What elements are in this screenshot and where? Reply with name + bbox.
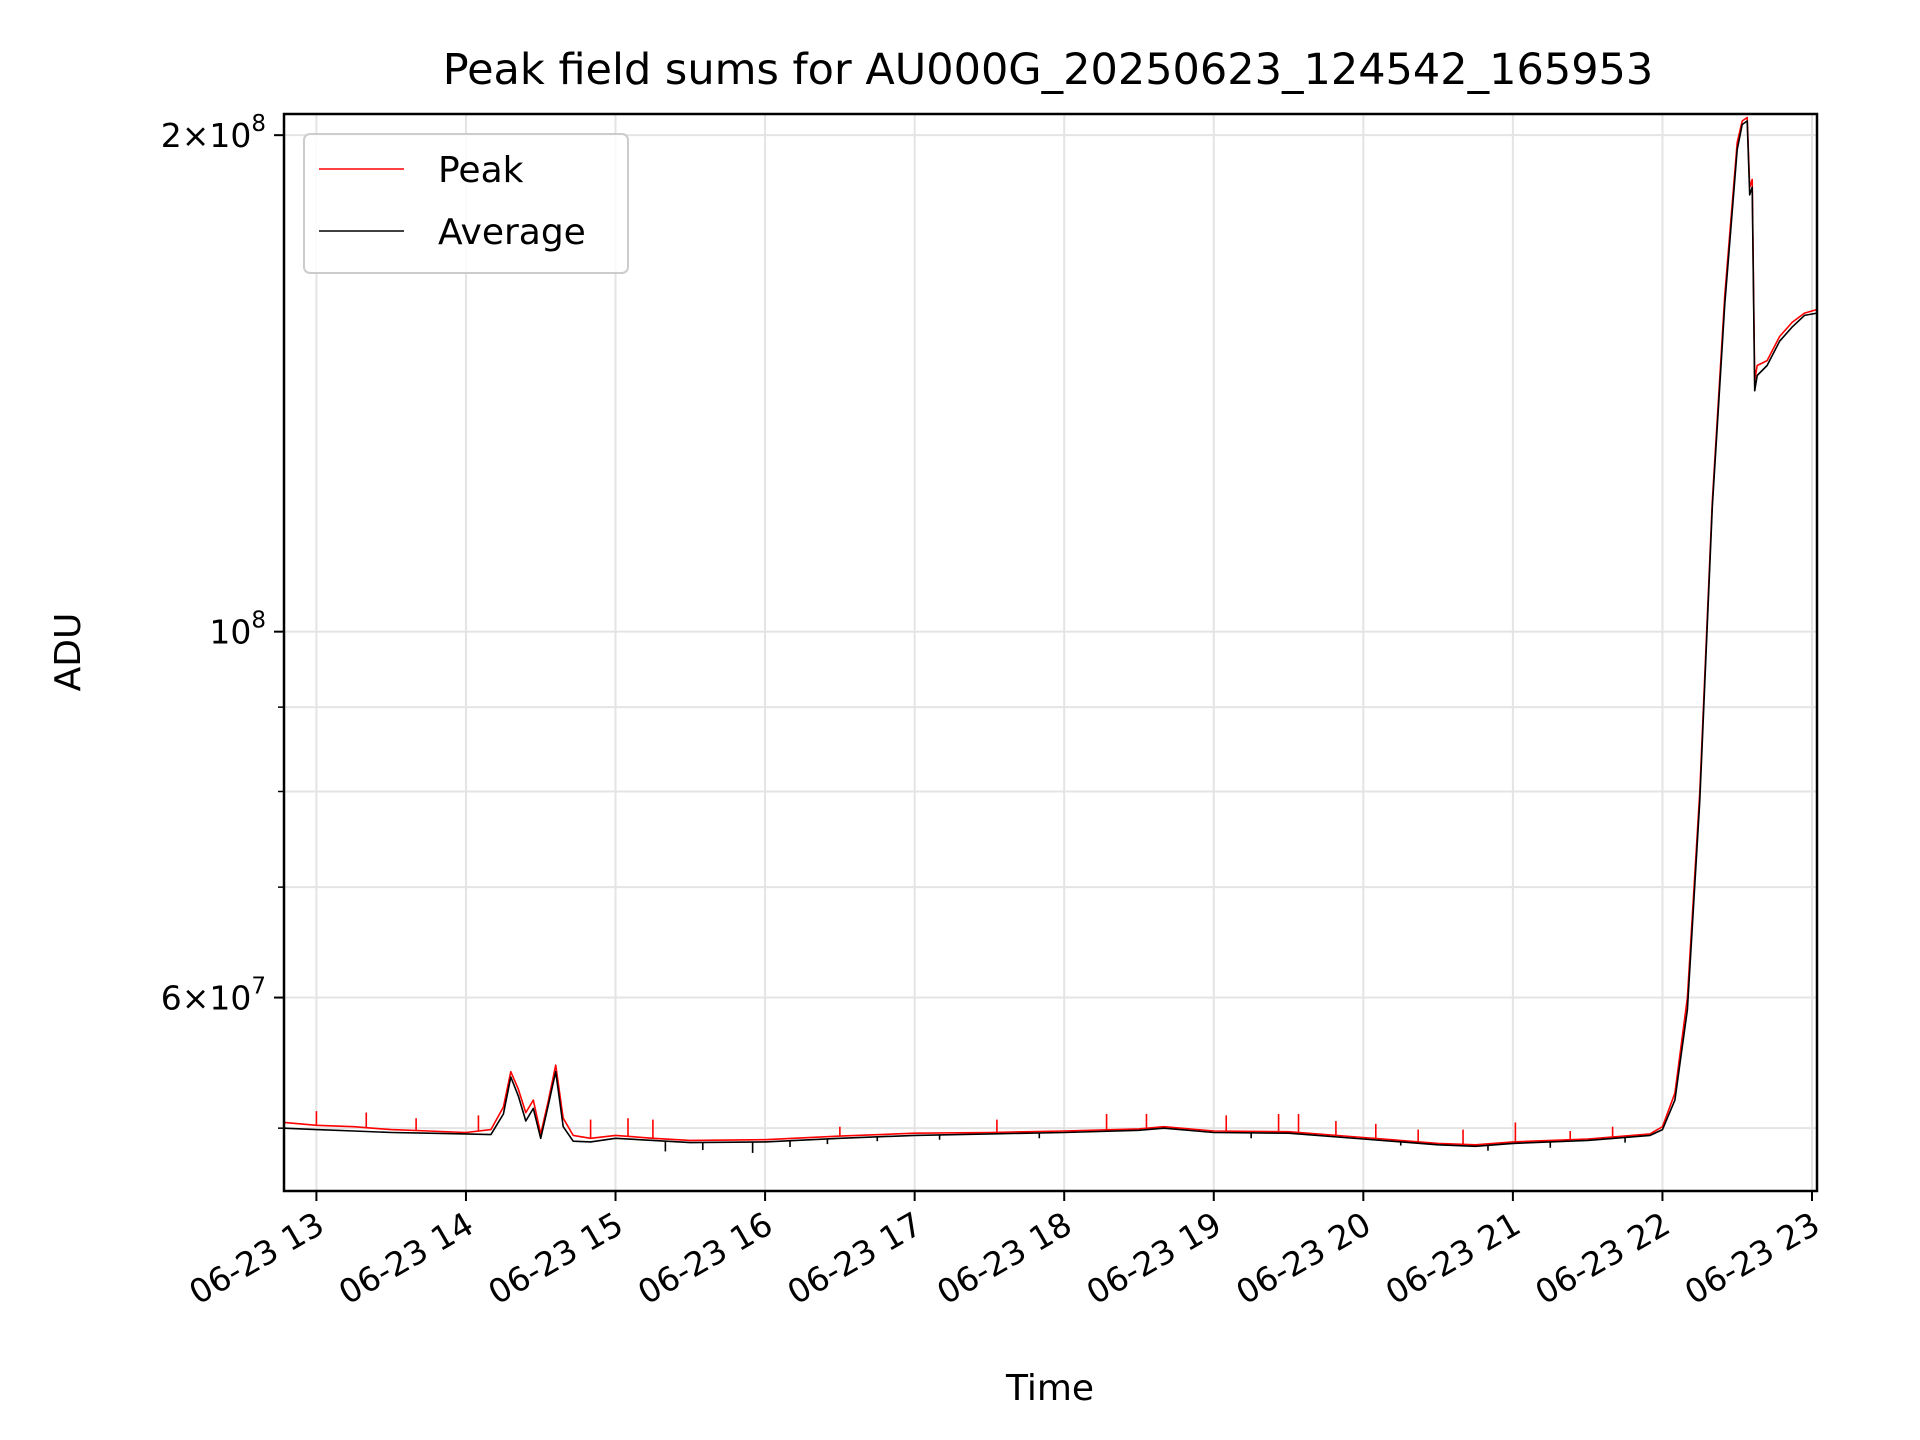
y-tick-label-base: 6×10 (161, 979, 252, 1018)
y-axis-title: ADU (48, 613, 89, 692)
x-axis-title: Time (1005, 1368, 1094, 1409)
legend-label-average: Average (438, 212, 586, 253)
y-tick-label-exponent: 8 (251, 111, 266, 137)
series-layer (283, 116, 1818, 1153)
y-tick-label: 108 (209, 608, 266, 652)
y-tick-label-exponent: 8 (251, 608, 266, 634)
series-line-average (283, 120, 1818, 1148)
y-tick-label: 2×108 (161, 111, 266, 155)
y-tick-label-base: 2×10 (161, 116, 252, 155)
y-tick-label-base: 10 (209, 613, 251, 652)
chart-title: Peak field sums for AU000G_20250623_1245… (443, 45, 1654, 95)
plot-frame (282, 112, 1819, 1193)
plot-area (282, 112, 1819, 1193)
legend-label-peak: Peak (438, 150, 524, 191)
legend: Peak Average (303, 133, 629, 274)
grid-layer (284, 114, 1817, 1191)
plot-background (284, 114, 1817, 1191)
y-tick-label: 6×107 (161, 974, 266, 1018)
y-tick-label-exponent: 7 (251, 974, 266, 1000)
series-average (283, 120, 1818, 1153)
